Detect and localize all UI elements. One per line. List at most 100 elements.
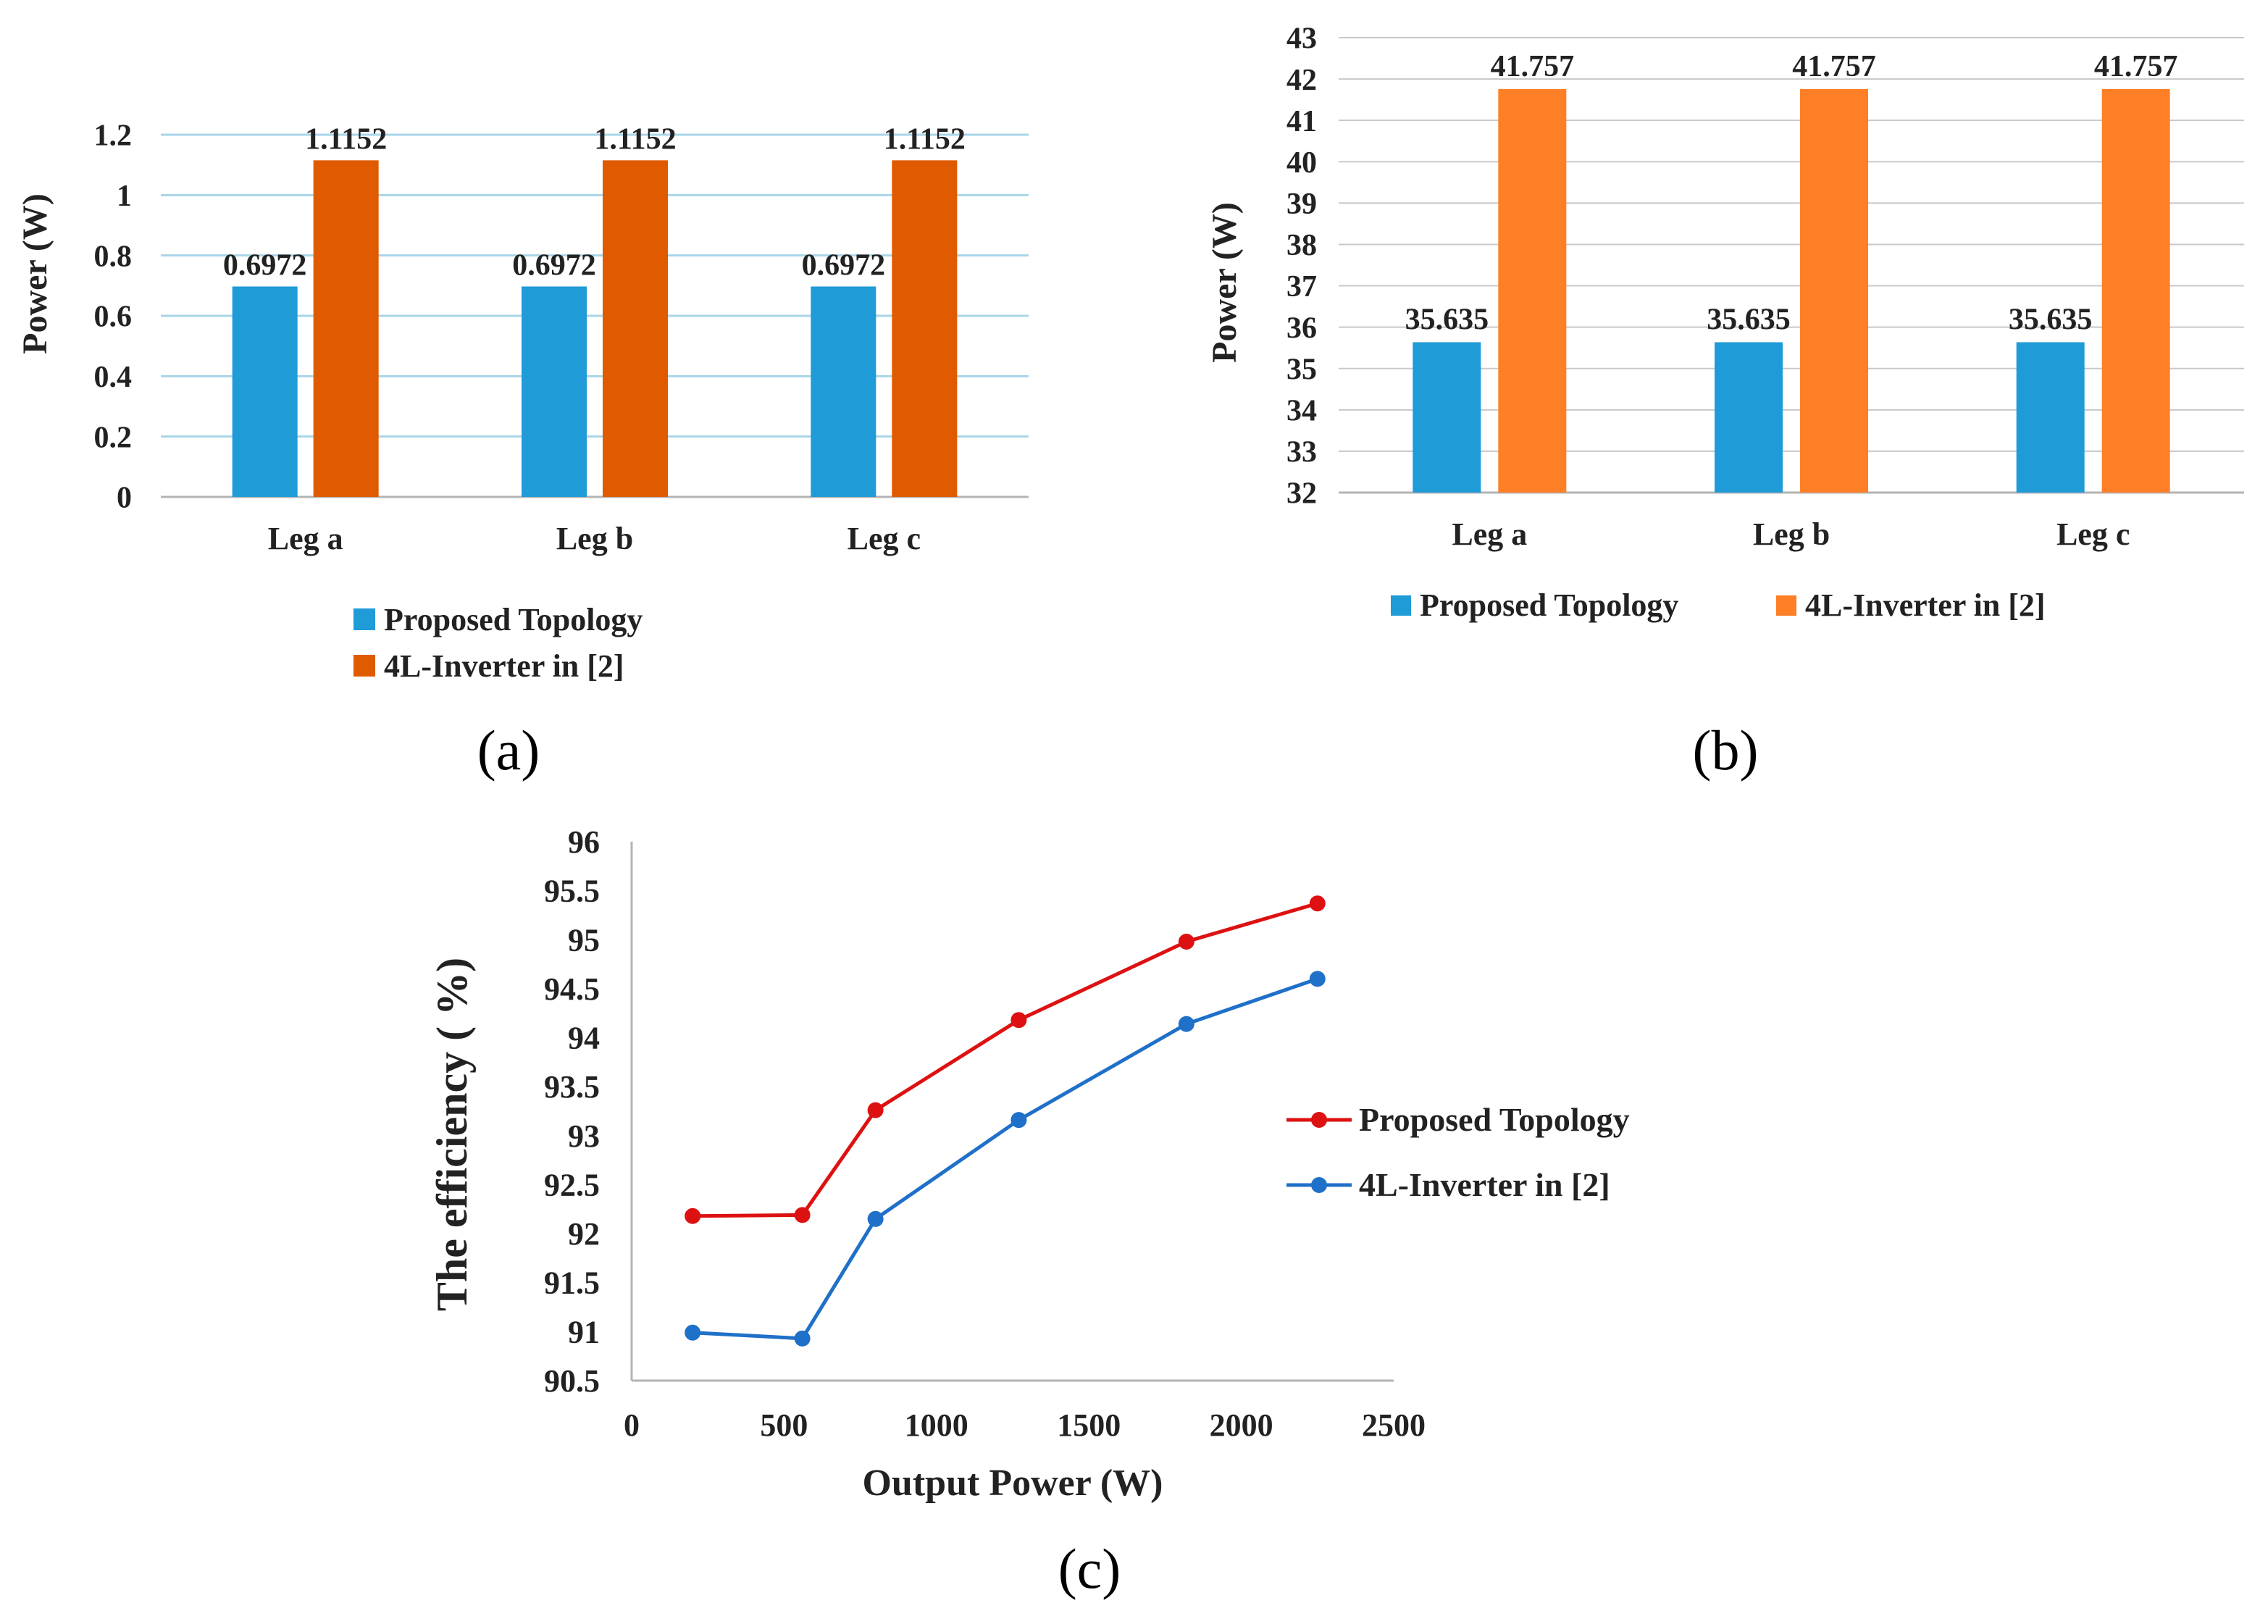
- x-category-label: Leg c: [2056, 516, 2130, 552]
- y-tick-label: 38: [1286, 229, 1317, 262]
- bar-4l-inverter-leg-b: [603, 160, 668, 498]
- bar-proposed-leg-c: [811, 286, 876, 497]
- y-tick-label: 0.2: [94, 421, 133, 454]
- x-category-label: Leg a: [1452, 516, 1527, 552]
- y-tick-label: 40: [1286, 146, 1317, 180]
- data-point: [867, 1102, 884, 1118]
- y-tick-label: 92.5: [544, 1167, 600, 1202]
- bar-proposed-leg-b: [522, 286, 587, 497]
- x-tick-label: 2000: [1210, 1407, 1273, 1443]
- x-tick-label: 1500: [1057, 1407, 1121, 1443]
- bar-proposed-leg-a: [1413, 342, 1481, 493]
- y-tick-label: 34: [1286, 395, 1317, 428]
- data-point: [1309, 971, 1326, 987]
- x-tick-label: 0: [624, 1407, 640, 1443]
- y-tick-label: 95.5: [544, 874, 600, 909]
- y-tick-label: 41: [1286, 105, 1317, 138]
- y-tick-label: 93.5: [544, 1069, 600, 1105]
- data-label: 0.6972: [512, 249, 596, 282]
- data-label: 1.1152: [305, 122, 387, 156]
- x-tick-label: 1000: [905, 1407, 968, 1443]
- y-axis-title: Power (W): [1205, 202, 1244, 363]
- data-point: [1309, 895, 1326, 912]
- legend-swatch: [353, 608, 375, 630]
- data-label: 35.635: [1405, 303, 1489, 336]
- y-tick-label: 91: [568, 1314, 600, 1349]
- legend-label: Proposed Topology: [1420, 587, 1678, 623]
- data-point: [1178, 1016, 1194, 1032]
- y-tick-label: 0.6: [94, 301, 133, 334]
- panel-label-c: (c): [1058, 1537, 1121, 1600]
- data-label: 1.1152: [594, 122, 676, 156]
- y-tick-label: 0.8: [94, 240, 133, 273]
- bar-4l-inverter-leg-c: [2101, 88, 2170, 493]
- y-tick-label: 36: [1286, 311, 1317, 345]
- legend-marker: [1311, 1112, 1327, 1128]
- y-axis-title: Power (W): [16, 193, 54, 354]
- data-point: [794, 1207, 811, 1223]
- y-axis-title: The efficiency ( %): [428, 958, 476, 1311]
- x-tick-label: 2500: [1362, 1407, 1426, 1443]
- bar-4l-inverter-leg-c: [892, 160, 958, 498]
- data-point: [685, 1207, 701, 1224]
- y-tick-label: 92: [568, 1216, 600, 1252]
- panel-label-b: (b): [1693, 719, 1759, 782]
- bar-proposed-leg-b: [1715, 342, 1783, 493]
- data-label: 41.757: [2094, 50, 2178, 83]
- data-label: 1.1152: [884, 122, 966, 156]
- y-tick-label: 95: [568, 922, 600, 958]
- chart-a-bar-chart: 0 0.2 0.4 0.6 0.8 1 1.2 0.6972 1.1152 Leg a 0.6972…: [16, 120, 1029, 684]
- bar-4l-inverter-leg-b: [1800, 88, 1868, 493]
- y-tick-label: 0: [117, 482, 132, 515]
- bar-proposed-leg-a: [232, 286, 298, 497]
- y-tick-label: 1: [117, 180, 132, 213]
- y-tick-label: 33: [1286, 436, 1317, 469]
- y-tick-label: 94: [568, 1021, 600, 1056]
- y-tick-label: 35: [1286, 353, 1317, 386]
- data-label: 41.757: [1491, 50, 1575, 83]
- legend-label: 4L-Inverter in [2]: [1805, 587, 2046, 623]
- data-point: [794, 1330, 811, 1347]
- y-tick-label: 39: [1286, 188, 1317, 221]
- data-point: [867, 1210, 884, 1227]
- x-category-label: Leg a: [268, 521, 343, 556]
- y-tick-label: 90.5: [544, 1363, 600, 1399]
- x-category-label: Leg b: [1753, 516, 1830, 552]
- data-label: 41.757: [1792, 50, 1876, 83]
- y-tick-label: 93: [568, 1118, 600, 1154]
- legend-label: 4L-Inverter in [2]: [1359, 1166, 1610, 1203]
- y-tick-label: 91.5: [544, 1265, 600, 1301]
- y-tick-label: 96: [568, 824, 600, 860]
- x-tick-label: 500: [760, 1407, 808, 1443]
- legend-marker: [1311, 1177, 1327, 1193]
- y-tick-label: 1.2: [94, 120, 133, 153]
- series-line-4l-inverter: [692, 977, 1318, 1341]
- data-label: 35.635: [1707, 303, 1791, 336]
- y-tick-label: 94.5: [544, 971, 600, 1007]
- legend-label: Proposed Topology: [1359, 1101, 1630, 1138]
- bar-proposed-leg-c: [2016, 342, 2085, 493]
- panel-label-a: (a): [477, 719, 540, 782]
- series-line-proposed: [692, 901, 1318, 1218]
- data-point: [685, 1324, 701, 1341]
- legend-swatch: [1776, 595, 1796, 616]
- data-label: 0.6972: [802, 249, 886, 282]
- data-point: [1010, 1112, 1027, 1129]
- legend-swatch: [353, 655, 375, 677]
- chart-c-line-chart: 90.5 91 91.5 92 92.5 93 93.5 94 94.5 95 95.5 96 0 500…: [428, 824, 1630, 1504]
- y-tick-label: 43: [1286, 22, 1317, 56]
- data-label: 35.635: [2009, 303, 2093, 336]
- data-point: [1010, 1012, 1027, 1029]
- y-tick-label: 42: [1286, 64, 1317, 97]
- y-tick-label: 0.4: [94, 361, 133, 394]
- y-tick-label: 37: [1286, 270, 1317, 304]
- chart-b-bar-chart: 32 33 34 35 36 37 38 39 40 41 42 43 35.635 41.757 Leg …: [1205, 22, 2244, 623]
- legend-label: 4L-Inverter in [2]: [384, 648, 624, 684]
- x-category-label: Leg c: [848, 521, 921, 556]
- data-label: 0.6972: [223, 249, 307, 282]
- x-category-label: Leg b: [556, 521, 633, 556]
- bar-4l-inverter-leg-a: [1498, 88, 1567, 493]
- x-axis-title: Output Power (W): [862, 1462, 1163, 1504]
- y-tick-label: 32: [1286, 477, 1317, 511]
